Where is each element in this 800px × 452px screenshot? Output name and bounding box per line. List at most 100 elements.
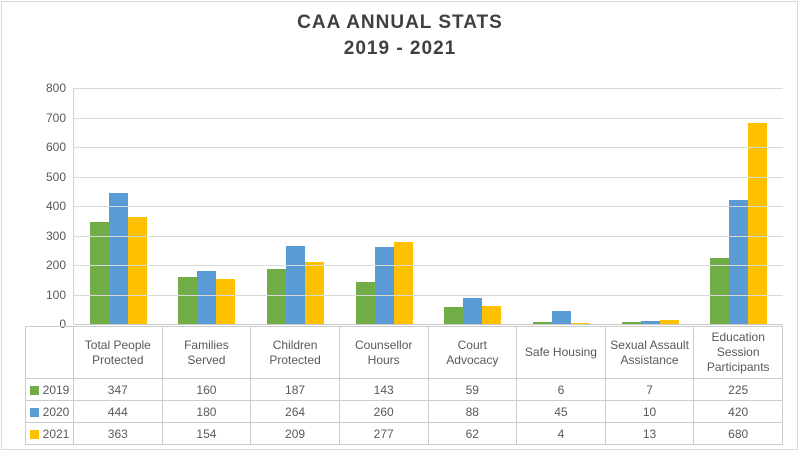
bar-group-total-people-protected bbox=[74, 88, 163, 324]
column-header-court-advocacy: Court Advocacy bbox=[427, 326, 518, 379]
bar-group-counsellor-hours bbox=[340, 88, 429, 324]
table-header-row: Total People Protected Families Served Chi… bbox=[25, 326, 783, 379]
bar-2019-safe-housing bbox=[532, 322, 552, 324]
bar-2020-sexual-assault-assistance bbox=[640, 321, 660, 324]
value-2019-safe-housing: 6 bbox=[516, 378, 606, 401]
bar-2021-counsellor-hours bbox=[393, 242, 413, 324]
gridline-300 bbox=[74, 235, 783, 237]
bar-group-families-served bbox=[163, 88, 252, 324]
bar-group-sexual-assault-assistance bbox=[606, 88, 695, 324]
y-tick-label-600: 600 bbox=[45, 140, 66, 154]
bar-2021-sexual-assault-assistance bbox=[659, 320, 679, 324]
value-2019-counsellor-hours: 143 bbox=[338, 378, 429, 401]
bar-2021-court-advocacy bbox=[482, 305, 502, 324]
y-tick-label-800: 800 bbox=[45, 81, 66, 95]
chart-title-line2: 2019 - 2021 bbox=[343, 38, 457, 59]
legend-swatch-2019 bbox=[29, 385, 39, 395]
legend-swatch-2020 bbox=[29, 407, 39, 417]
gridline-400 bbox=[74, 206, 783, 207]
bar-2020-safe-housing bbox=[551, 310, 571, 324]
value-2019-total-people-protected: 347 bbox=[73, 378, 163, 401]
bar-2020-total-people-protected bbox=[108, 193, 128, 324]
value-2019-sexual-assault-assistance: 7 bbox=[604, 378, 695, 401]
value-2021-court-advocacy: 62 bbox=[427, 422, 518, 445]
value-2021-total-people-protected: 363 bbox=[73, 422, 163, 445]
value-2020-counsellor-hours: 260 bbox=[338, 400, 429, 423]
value-2021-education-session-participants: 680 bbox=[693, 422, 783, 445]
bar-group-court-advocacy bbox=[429, 88, 518, 324]
y-tick-label-700: 700 bbox=[45, 110, 66, 125]
value-2020-total-people-protected: 444 bbox=[73, 400, 163, 423]
bar-group-safe-housing bbox=[517, 88, 606, 324]
table-corner-cell bbox=[25, 326, 74, 379]
y-tick-label-0: 0 bbox=[59, 317, 66, 331]
column-header-sexual-assault-assistance: Sexual Assault Assistance bbox=[604, 326, 695, 379]
value-2021-children-protected: 209 bbox=[250, 422, 340, 445]
gridline-700 bbox=[74, 117, 783, 119]
value-2019-children-protected: 187 bbox=[250, 378, 340, 401]
value-2021-sexual-assault-assistance: 13 bbox=[604, 422, 695, 445]
bar-2020-court-advocacy bbox=[463, 298, 483, 324]
bar-2021-education-session-participants bbox=[748, 123, 768, 324]
column-header-counsellor-hours: Counsellor Hours bbox=[338, 326, 429, 379]
bar-2020-children-protected bbox=[286, 246, 306, 324]
column-header-total-people-protected: Total People Protected bbox=[73, 326, 163, 379]
value-2021-counsellor-hours: 277 bbox=[338, 422, 429, 445]
gridline-500 bbox=[74, 176, 783, 178]
value-2021-families-served: 154 bbox=[161, 422, 252, 445]
gridline-100 bbox=[74, 294, 783, 296]
value-2020-sexual-assault-assistance: 10 bbox=[604, 400, 695, 423]
bar-2019-families-served bbox=[178, 276, 198, 324]
bar-2019-education-session-participants bbox=[710, 257, 730, 324]
data-table-body: 2019 347 160 187 143 59 6 7 225 2020 444 180 264 260 8… bbox=[25, 378, 783, 445]
value-2019-education-session-participants: 225 bbox=[693, 378, 783, 401]
table-row-2019: 2019 347 160 187 143 59 6 7 225 bbox=[25, 378, 783, 401]
table-row-2021: 2021 363 154 209 277 62 4 13 680 bbox=[25, 422, 783, 445]
bar-2019-court-advocacy bbox=[444, 306, 464, 324]
chart-title-line1: CAA ANNUAL STATS bbox=[297, 12, 503, 33]
legend-cell-2020: 2020 bbox=[25, 400, 74, 423]
value-2019-families-served: 160 bbox=[161, 378, 252, 401]
legend-label-2021: 2021 bbox=[42, 426, 70, 441]
gridline-800 bbox=[74, 88, 783, 89]
gridline-0 bbox=[74, 324, 783, 325]
legend-label-2019: 2019 bbox=[42, 382, 70, 397]
y-tick-label-200: 200 bbox=[45, 258, 66, 272]
bar-2019-total-people-protected bbox=[89, 221, 109, 324]
bar-2021-total-people-protected bbox=[127, 216, 147, 324]
legend-label-2020: 2020 bbox=[42, 404, 70, 419]
bar-2021-children-protected bbox=[305, 262, 325, 324]
y-tick-label-400: 400 bbox=[45, 199, 66, 213]
plot-area bbox=[73, 88, 783, 325]
legend-cell-2021: 2021 bbox=[25, 422, 74, 445]
data-table: Total People Protected Families Served Chi… bbox=[25, 326, 783, 445]
value-2020-families-served: 180 bbox=[161, 400, 252, 423]
column-header-families-served: Families Served bbox=[161, 326, 252, 379]
data-table-header: Total People Protected Families Served Chi… bbox=[25, 326, 783, 379]
chart-title: CAA ANNUAL STATS 2019 - 2021 bbox=[0, 10, 800, 62]
bar-2019-children-protected bbox=[267, 268, 287, 324]
value-2021-safe-housing: 4 bbox=[516, 422, 606, 445]
bar-2021-safe-housing bbox=[570, 322, 590, 324]
y-tick-label-100: 100 bbox=[45, 287, 66, 302]
value-2020-children-protected: 264 bbox=[250, 400, 340, 423]
bar-2020-counsellor-hours bbox=[374, 247, 394, 324]
bar-2020-education-session-participants bbox=[729, 200, 749, 324]
bar-2019-counsellor-hours bbox=[355, 281, 375, 324]
data-table-wrap: Total People Protected Families Served Chi… bbox=[25, 326, 783, 445]
table-row-2020: 2020 444 180 264 260 88 45 10 420 bbox=[25, 400, 783, 423]
value-2020-safe-housing: 45 bbox=[516, 400, 606, 423]
bar-group-education-session-participants bbox=[694, 88, 783, 324]
bar-2020-families-served bbox=[197, 270, 217, 324]
y-tick-label-300: 300 bbox=[45, 228, 66, 243]
column-header-children-protected: Children Protected bbox=[250, 326, 340, 379]
column-header-safe-housing: Safe Housing bbox=[516, 326, 606, 379]
legend-swatch-2021 bbox=[29, 429, 39, 439]
gridline-600 bbox=[74, 147, 783, 148]
value-2019-court-advocacy: 59 bbox=[427, 378, 518, 401]
bar-2019-sexual-assault-assistance bbox=[621, 321, 641, 324]
gridline-200 bbox=[74, 265, 783, 266]
value-2020-court-advocacy: 88 bbox=[427, 400, 518, 423]
column-header-education-session-participants: Education Session Participants bbox=[693, 326, 783, 379]
value-2020-education-session-participants: 420 bbox=[693, 400, 783, 423]
